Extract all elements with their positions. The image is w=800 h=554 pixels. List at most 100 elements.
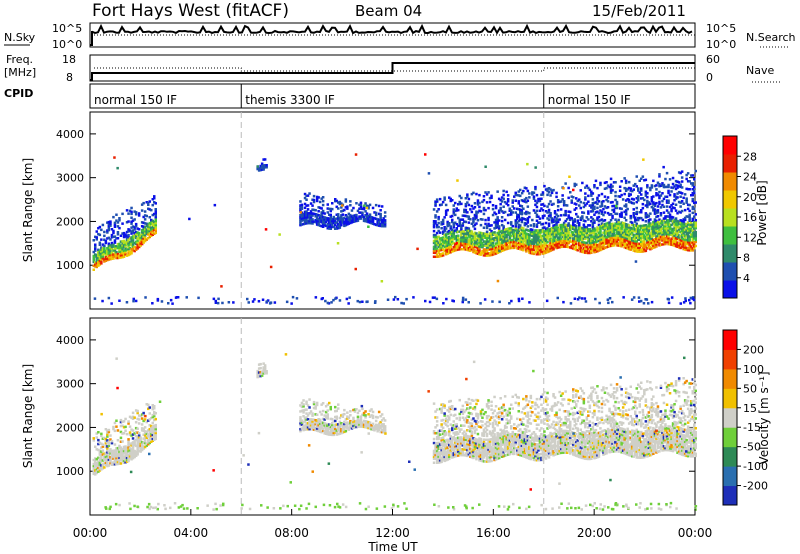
scatter-cell xyxy=(576,215,579,218)
scatter-cell xyxy=(441,238,445,241)
scatter-cell xyxy=(655,225,658,228)
scatter-cell xyxy=(621,235,625,239)
scatter-cell xyxy=(300,219,304,222)
noise-cell xyxy=(634,260,638,263)
scatter-cell xyxy=(590,245,593,249)
scatter-cell xyxy=(262,372,265,375)
scatter-cell xyxy=(584,229,587,233)
scatter-cell xyxy=(124,449,127,452)
scatter-cell xyxy=(591,227,595,231)
scatter-cell xyxy=(106,229,109,232)
ground-scatter-cell xyxy=(93,297,97,300)
scatter-cell xyxy=(376,430,379,433)
scatter-cell xyxy=(653,218,657,221)
scatter-cell xyxy=(358,421,361,424)
scatter-cell xyxy=(143,218,147,221)
scatter-cell xyxy=(676,243,679,246)
scatter-cell xyxy=(103,248,106,251)
scatter-cell xyxy=(444,235,448,238)
scatter-cell xyxy=(621,221,625,225)
scatter-cell xyxy=(94,265,97,268)
scatter-cell xyxy=(118,219,121,222)
scatter-cell xyxy=(98,467,102,470)
scatter-cell xyxy=(668,227,672,230)
scatter-cell xyxy=(95,448,98,451)
scatter-cell xyxy=(130,452,133,455)
scatter-cell xyxy=(638,246,641,249)
scatter-cell xyxy=(632,247,635,250)
scatter-cell xyxy=(435,247,439,251)
scatter-cell xyxy=(526,235,530,238)
scatter-cell xyxy=(511,199,514,202)
scatter-cell xyxy=(451,405,454,408)
scatter-cell xyxy=(311,414,314,417)
scatter-cell xyxy=(484,232,487,236)
scatter-cell xyxy=(440,423,443,426)
scatter-cell xyxy=(659,219,663,223)
scatter-cell xyxy=(679,227,682,230)
scatter-cell xyxy=(525,236,528,239)
scatter-cell xyxy=(658,218,661,221)
scatter-cell xyxy=(629,193,632,196)
scatter-cell xyxy=(452,451,455,455)
scatter-cell xyxy=(570,201,573,204)
scatter-cell xyxy=(324,216,328,220)
scatter-cell xyxy=(575,246,578,249)
scatter-cell xyxy=(650,225,654,229)
scatter-cell xyxy=(130,448,133,451)
scatter-cell xyxy=(514,221,517,224)
scatter-cell xyxy=(497,241,501,244)
scatter-cell xyxy=(103,252,106,255)
scatter-cell xyxy=(118,462,121,465)
scatter-cell xyxy=(143,437,147,441)
scatter-cell xyxy=(514,242,517,246)
scatter-cell xyxy=(343,224,346,228)
scatter-cell xyxy=(444,439,448,442)
scatter-cell xyxy=(528,247,531,250)
scatter-cell xyxy=(517,243,520,246)
scatter-cell xyxy=(320,219,323,222)
scatter-cell xyxy=(300,217,304,220)
scatter-cell xyxy=(328,431,331,434)
scatter-cell xyxy=(688,231,691,234)
scatter-cell xyxy=(137,441,141,445)
scatter-cell xyxy=(112,245,115,248)
scatter-cell xyxy=(522,207,525,210)
scatter-cell xyxy=(303,420,307,423)
scatter-cell xyxy=(693,201,696,205)
scatter-cell xyxy=(621,243,625,246)
scatter-cell xyxy=(485,250,489,253)
scatter-cell xyxy=(147,435,150,438)
scatter-cell xyxy=(667,227,670,230)
scatter-cell xyxy=(564,204,567,207)
scatter-cell xyxy=(482,226,486,229)
scatter-cell xyxy=(565,235,569,239)
scatter-cell xyxy=(635,228,638,231)
scatter-cell xyxy=(496,239,499,243)
scatter-cell xyxy=(676,231,679,235)
scatter-cell xyxy=(440,248,443,252)
scatter-cell xyxy=(644,190,648,193)
scatter-cell xyxy=(590,251,593,254)
scatter-cell xyxy=(559,214,563,217)
scatter-cell xyxy=(612,210,616,214)
scatter-cell xyxy=(649,202,652,206)
scatter-cell xyxy=(359,203,363,206)
scatter-cell xyxy=(326,413,329,416)
scatter-cell xyxy=(653,222,657,225)
scatter-cell xyxy=(520,218,524,222)
scatter-cell xyxy=(634,245,637,249)
scatter-cell xyxy=(680,243,684,246)
scatter-cell xyxy=(670,233,673,237)
scatter-cell xyxy=(309,422,313,425)
scatter-cell xyxy=(634,224,637,227)
scatter-cell xyxy=(671,241,675,245)
ground-scatter-cell xyxy=(433,296,436,299)
scatter-cell xyxy=(522,227,525,230)
scatter-cell xyxy=(367,218,370,222)
ground-scatter-cell xyxy=(257,300,261,303)
scatter-cell xyxy=(688,217,691,221)
scatter-cell xyxy=(503,242,507,245)
scatter-cell xyxy=(364,414,367,417)
scatter-cell xyxy=(355,421,358,425)
